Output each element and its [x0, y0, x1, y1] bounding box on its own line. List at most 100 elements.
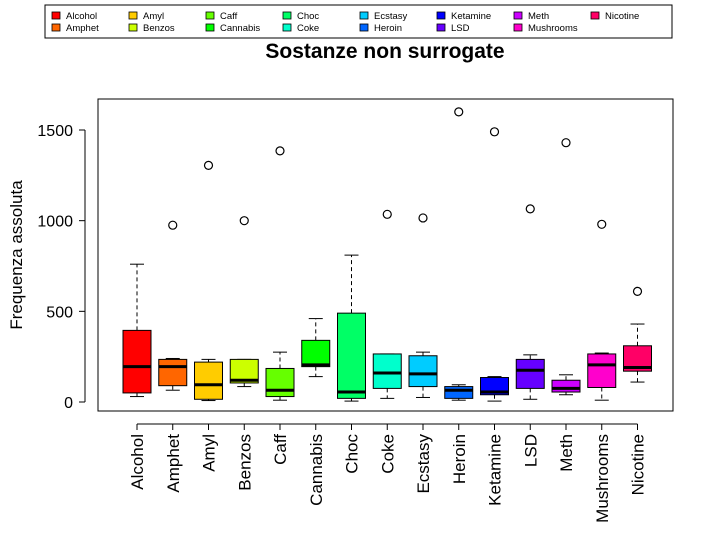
box-coke: [372, 209, 402, 399]
y-axis-label: Frequenza assoluta: [7, 180, 26, 330]
outlier-point: [489, 127, 500, 137]
x-tick-label: Alcohol: [128, 434, 147, 490]
outlier-point: [168, 220, 178, 230]
outlier-point: [597, 219, 607, 229]
x-tick-label: Choc: [343, 434, 362, 474]
box-iqr: [158, 358, 188, 387]
legend-label: Ketamine: [451, 11, 491, 22]
legend-item: LSD: [436, 23, 470, 34]
outlier-point: [632, 286, 643, 296]
y-tick-label: 1500: [37, 123, 73, 140]
outlier-point: [418, 213, 428, 223]
legend-item: Amyl: [128, 11, 164, 22]
box-iqr: [551, 379, 581, 393]
legend-swatch: [205, 11, 215, 20]
x-tick-label: Heroin: [450, 434, 469, 484]
legend-label: Alcohol: [66, 11, 97, 22]
legend-swatch: [590, 11, 600, 20]
outlier-point: [454, 107, 464, 117]
outlier-point: [561, 138, 571, 148]
box-cannabis: [301, 318, 331, 378]
legend-swatch: [359, 23, 369, 32]
legend-swatch: [513, 11, 523, 20]
x-tick-label: Cannabis: [307, 434, 326, 506]
box-mushrooms: [587, 219, 617, 401]
legend-label: Nicotine: [605, 11, 639, 22]
x-tick-label: Caff: [271, 434, 290, 465]
legend-item: Coke: [282, 23, 319, 34]
x-tick-label: LSD: [521, 434, 540, 467]
outlier-point: [239, 216, 249, 226]
legend-item: Amphet: [51, 23, 99, 34]
y-tick-label: 0: [64, 395, 73, 412]
legend-swatch: [205, 23, 215, 32]
boxes: [122, 107, 652, 402]
legend-label: Heroin: [374, 23, 402, 34]
legend-label: Choc: [297, 11, 319, 22]
legend-label: Ecstasy: [374, 11, 408, 22]
box-iqr: [265, 367, 295, 398]
legend-item: Meth: [513, 11, 549, 22]
x-tick-label: Mushrooms: [593, 434, 612, 523]
legend-label: Amphet: [66, 23, 99, 34]
legend-swatch: [51, 23, 61, 32]
legend-swatch: [436, 11, 446, 20]
legend-frame: [44, 4, 673, 39]
box-iqr: [122, 329, 152, 394]
legend-item: Ecstasy: [359, 11, 408, 22]
box-iqr: [194, 361, 223, 400]
box-meth: [551, 138, 581, 396]
legend-label: Mushrooms: [528, 23, 578, 34]
box-caff: [265, 146, 295, 401]
legend-item: Cannabis: [205, 23, 260, 34]
box-iqr: [408, 355, 438, 388]
box-iqr: [337, 312, 366, 399]
legend-item: Nicotine: [590, 11, 639, 22]
outlier-point: [275, 146, 285, 156]
box-amyl: [194, 160, 223, 402]
box-nicotine: [623, 286, 652, 383]
x-tick-label: Ecstasy: [414, 434, 433, 494]
box-ketamine: [480, 127, 509, 402]
legend-swatch: [282, 11, 292, 20]
x-tick-label: Meth: [557, 434, 576, 472]
box-alcohol: [122, 263, 152, 398]
legend-swatch: [51, 11, 61, 20]
x-tick-label: Amyl: [200, 434, 219, 472]
legend-item: Benzos: [128, 23, 175, 34]
x-tick-label: Coke: [378, 434, 397, 474]
x-tick-label: Nicotine: [629, 434, 648, 495]
legend-label: Amyl: [143, 11, 164, 22]
box-iqr: [515, 358, 545, 389]
legend-swatch: [359, 11, 369, 20]
box-iqr: [444, 386, 474, 399]
x-tick-label: Amphet: [164, 434, 183, 493]
chart-title: Sostanze non surrogate: [265, 40, 504, 63]
legend-item: Ketamine: [436, 11, 491, 22]
box-amphet: [158, 220, 188, 391]
legend-swatch: [436, 23, 446, 32]
y-tick-label: 500: [46, 304, 73, 321]
box-heroin: [444, 107, 474, 401]
legend-label: LSD: [451, 23, 470, 34]
box-choc: [337, 254, 366, 402]
y-axis: 0 500 1000 1500: [37, 123, 86, 412]
y-tick-label: 1000: [37, 214, 73, 231]
box-lsd: [515, 204, 545, 400]
legend-label: Meth: [528, 11, 549, 22]
box-iqr: [372, 353, 402, 389]
legend-label: Caff: [220, 11, 238, 22]
x-tick-label: Benzos: [235, 434, 254, 491]
box-ecstasy: [408, 213, 438, 398]
plot-frame: [97, 98, 674, 412]
outlier-point: [382, 209, 392, 219]
box-iqr: [229, 358, 259, 384]
legend-swatch: [282, 23, 292, 32]
outlier-point: [525, 204, 535, 214]
box-iqr: [301, 339, 331, 368]
x-axis: Alcohol Amphet Amyl Benzos Caff Cannabis Choc C…: [128, 423, 648, 523]
legend-item: Mushrooms: [513, 23, 578, 34]
legend-swatch: [513, 23, 523, 32]
